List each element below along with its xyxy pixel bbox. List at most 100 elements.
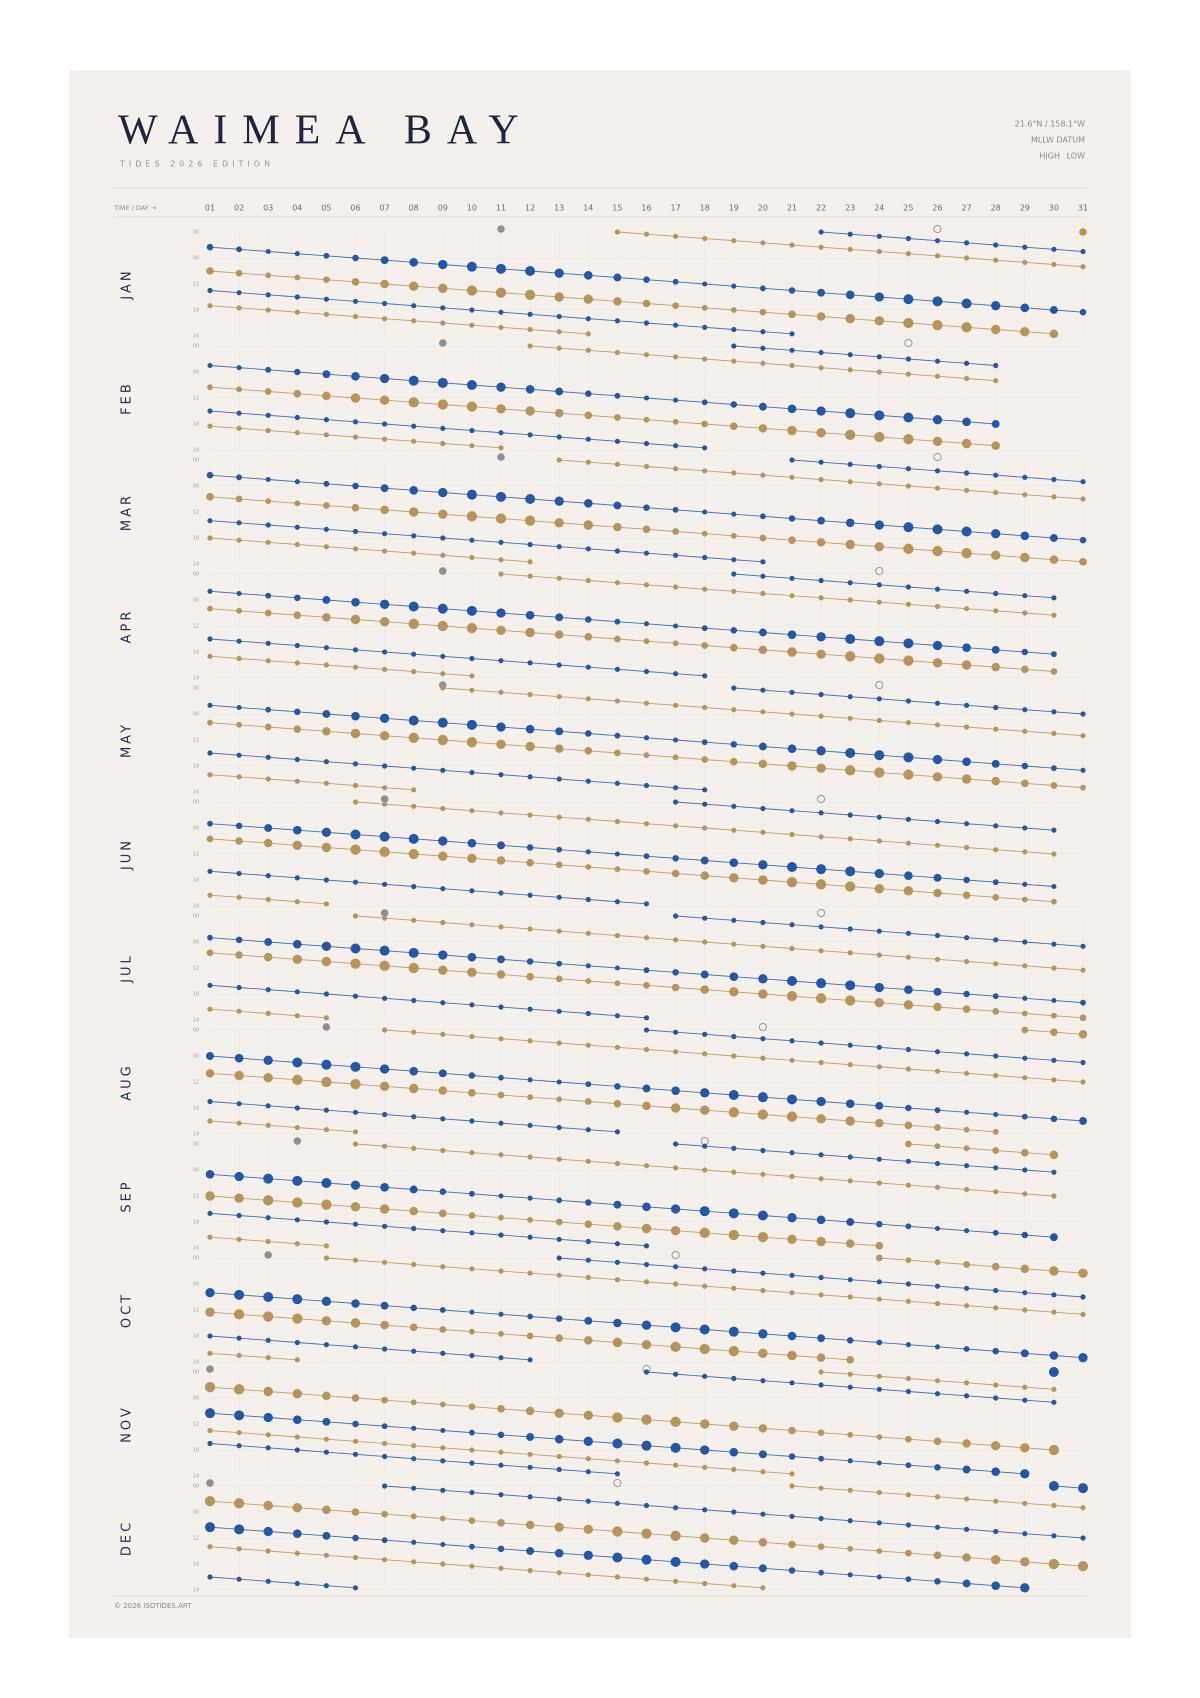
day-label: 27 xyxy=(962,204,972,213)
high-tide xyxy=(293,1529,302,1538)
low-tide xyxy=(1021,1026,1029,1034)
low-tide xyxy=(1049,329,1059,339)
high-tide xyxy=(352,482,359,490)
high-tide xyxy=(760,1270,766,1276)
low-tide xyxy=(612,1526,623,1537)
high-tide xyxy=(556,434,562,440)
high-tide xyxy=(642,1202,651,1212)
high-tide xyxy=(350,943,361,954)
low-tide xyxy=(875,1118,884,1128)
low-tide xyxy=(789,1173,795,1180)
low-tide xyxy=(265,539,271,545)
high-tide xyxy=(207,1440,213,1447)
low-tide xyxy=(525,406,535,416)
high-tide xyxy=(382,300,388,307)
tide-line xyxy=(209,1072,996,1133)
low-tide xyxy=(643,1046,650,1053)
day-label: 13 xyxy=(554,204,564,213)
low-tide xyxy=(963,1261,970,1268)
high-tide xyxy=(613,501,622,510)
low-tide xyxy=(555,861,563,869)
low-tide xyxy=(382,801,388,807)
high-tide xyxy=(556,776,562,782)
high-tide xyxy=(585,849,591,855)
high-tide xyxy=(527,311,533,317)
high-tide xyxy=(411,423,417,429)
low-tide xyxy=(469,687,475,693)
low-tide xyxy=(323,1255,329,1261)
low-tide xyxy=(993,489,999,496)
low-tide xyxy=(702,1283,708,1289)
high-tide xyxy=(1078,1483,1088,1494)
month-label: DEC xyxy=(120,1520,135,1556)
high-tide xyxy=(964,240,970,246)
high-tide xyxy=(1022,707,1028,713)
low-tide xyxy=(294,778,300,784)
low-tide xyxy=(789,1290,795,1296)
high-tide xyxy=(498,1462,504,1468)
low-tide xyxy=(787,425,797,436)
high-tide xyxy=(352,419,359,425)
low-tide xyxy=(818,365,824,371)
high-tide xyxy=(643,440,650,447)
high-tide xyxy=(526,958,534,965)
low-tide xyxy=(1022,1075,1028,1081)
low-tide xyxy=(556,345,562,351)
low-tide xyxy=(440,805,446,812)
low-tide xyxy=(585,1158,591,1164)
low-tide xyxy=(643,821,650,827)
new-moon xyxy=(439,567,447,575)
y-tick-label: 00 xyxy=(193,1028,199,1034)
low-tide xyxy=(612,1412,623,1423)
low-tide xyxy=(993,608,999,614)
high-tide xyxy=(934,1225,941,1232)
high-tide xyxy=(236,290,242,296)
high-tide xyxy=(643,782,650,789)
coordinates: 21.6°N / 158.1°W xyxy=(1015,120,1085,129)
low-tide xyxy=(321,1199,332,1210)
y-tick-label: 00 xyxy=(193,230,199,236)
low-tide xyxy=(731,1285,737,1291)
high-tide xyxy=(991,301,1001,311)
high-tide xyxy=(497,1545,505,1553)
low-tide xyxy=(614,1277,621,1283)
low-tide xyxy=(614,635,621,643)
low-tide xyxy=(555,1218,563,1226)
low-tide xyxy=(236,894,242,900)
high-tide xyxy=(731,1375,737,1382)
high-tide xyxy=(265,522,271,528)
y-tick-label: 06 xyxy=(193,1168,199,1174)
high-tide xyxy=(904,871,913,880)
low-tide xyxy=(673,1281,679,1287)
high-tide xyxy=(294,368,301,376)
high-tide xyxy=(440,1541,446,1548)
high-tide xyxy=(963,990,970,998)
low-tide xyxy=(585,347,591,353)
low-tide xyxy=(207,719,213,726)
low-tide xyxy=(934,1068,941,1074)
low-tide xyxy=(265,776,271,782)
low-tide xyxy=(614,698,621,704)
high-tide xyxy=(379,713,390,723)
low-tide xyxy=(234,1070,244,1081)
low-tide xyxy=(440,1147,446,1154)
day-label: 14 xyxy=(583,204,593,213)
high-tide xyxy=(525,494,536,504)
low-tide xyxy=(585,459,591,465)
low-tide xyxy=(556,1570,562,1576)
low-tide xyxy=(641,1528,652,1539)
low-tide xyxy=(468,1517,476,1525)
tide-line xyxy=(209,984,647,1019)
month-label: NOV xyxy=(120,1405,135,1443)
low-tide xyxy=(961,660,972,670)
day-label: 03 xyxy=(263,204,273,213)
low-tide xyxy=(614,866,621,873)
high-tide xyxy=(962,757,971,766)
low-tide xyxy=(845,881,856,892)
high-tide xyxy=(670,1556,681,1567)
high-tide xyxy=(991,1581,1000,1590)
high-tide xyxy=(700,856,709,865)
